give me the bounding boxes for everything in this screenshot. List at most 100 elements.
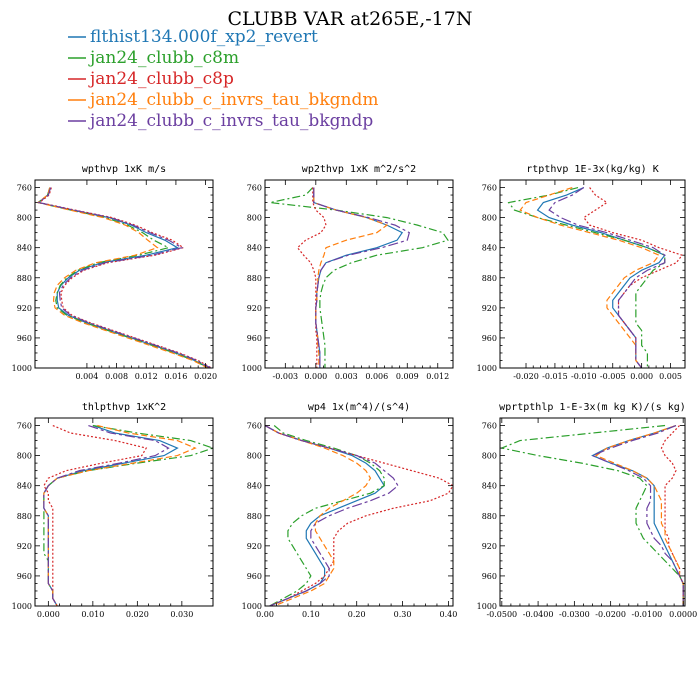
legend: flthist134.000f_xp2_revertjan24_clubb_c8… [68, 27, 378, 131]
plot-frame [264, 179, 454, 369]
y-tick-label: 760 [482, 184, 497, 193]
plot-frame [34, 417, 214, 607]
panel-title: wp2thvp 1xK m^2/s^2 [302, 164, 416, 175]
y-tick-label: 960 [482, 334, 497, 343]
series-group [269, 187, 449, 368]
x-tick-label: 0.004 [75, 372, 98, 381]
panel-title: wp4 1x(m^4)/(s^4) [308, 402, 410, 413]
series-line [265, 424, 372, 606]
legend-entry: jan24_clubb_c_invrs_tau_bkgndp [88, 111, 373, 131]
panel: wp2thvp 1xK m^2/s^2 760 800 840 880 920 960 100… [242, 164, 454, 381]
x-tick-label: -0.0300 [559, 610, 590, 619]
x-tick-label: 0.40 [440, 610, 458, 619]
x-tick-label: -0.020 [513, 372, 539, 381]
y-tick-label: 960 [247, 334, 262, 343]
series-group [265, 424, 453, 606]
y-tick-label: 760 [247, 184, 262, 193]
y-tick-label: 840 [247, 482, 262, 491]
series-line [590, 424, 684, 606]
series-line [37, 187, 212, 368]
y-tick-label: 920 [482, 304, 497, 313]
y-tick-label: 880 [247, 512, 262, 521]
y-tick-label: 920 [17, 542, 32, 551]
series-line [269, 187, 449, 368]
series-group [36, 187, 212, 368]
panel-title: rtpthvp 1E-3x(kg/kg) K [526, 164, 658, 175]
series-group [500, 424, 684, 606]
y-tick-label: 840 [482, 482, 497, 491]
x-tick-label: 0.00 [256, 610, 274, 619]
y-tick-label: 920 [482, 542, 497, 551]
y-tick-label: 760 [17, 184, 32, 193]
figure-title: CLUBB VAR at265E,-17N [228, 8, 473, 30]
y-tick-label: 800 [482, 214, 497, 223]
x-tick-label: -0.015 [542, 372, 568, 381]
y-tick-label: 800 [17, 214, 32, 223]
y-tick-label: 1000 [242, 602, 262, 611]
x-tick-label: 0.000 [304, 372, 327, 381]
y-tick-label: 760 [482, 422, 497, 431]
x-tick-label: -0.005 [600, 372, 626, 381]
legend-entry: jan24_clubb_c8m [88, 48, 239, 68]
series-group [43, 424, 213, 606]
y-tick-label: 880 [17, 274, 32, 283]
x-tick-label: 0.030 [170, 610, 193, 619]
y-tick-label: 880 [482, 512, 497, 521]
panel: rtpthvp 1E-3x(kg/kg) K 760 800 840 880 920 960… [477, 164, 686, 381]
y-tick-label: 960 [482, 572, 497, 581]
panel: wp4 1x(m^4)/(s^4)76080084088092096010000… [242, 402, 458, 619]
y-tick-label: 880 [482, 274, 497, 283]
y-tick-label: 1000 [477, 364, 497, 373]
panel-title: thlpthvp 1xK^2 [82, 402, 166, 413]
x-tick-label: 0.0000 [669, 610, 697, 619]
y-tick-label: 960 [17, 334, 32, 343]
x-tick-label: 0.010 [81, 610, 104, 619]
y-tick-label: 880 [17, 512, 32, 521]
plot-frame [499, 179, 686, 369]
x-tick-label: -0.0400 [523, 610, 554, 619]
y-tick-label: 800 [247, 452, 262, 461]
y-tick-label: 1000 [477, 602, 497, 611]
y-tick-label: 1000 [12, 602, 32, 611]
y-tick-label: 800 [247, 214, 262, 223]
x-tick-label: 0.006 [365, 372, 388, 381]
y-tick-label: 920 [247, 542, 262, 551]
y-tick-label: 840 [247, 244, 262, 253]
series-line [36, 187, 209, 368]
x-tick-label: 0.000 [37, 610, 60, 619]
panel-title: wpthvp 1xK m/s [82, 164, 166, 175]
series-group [507, 186, 684, 368]
x-tick-label: 0.30 [394, 610, 412, 619]
panels: wpthvp 1xK m/s76080084088092096010000.00… [12, 164, 698, 619]
y-tick-label: 840 [482, 244, 497, 253]
x-tick-label: -0.010 [571, 372, 597, 381]
x-tick-label: 0.012 [135, 372, 158, 381]
y-tick-label: 760 [247, 422, 262, 431]
x-tick-label: 0.003 [335, 372, 358, 381]
x-tick-label: -0.0100 [632, 610, 663, 619]
panel: wprtpthlp 1-E-3x(m kg K)/(s kg)760 800 840… [477, 402, 698, 619]
legend-entry: jan24_clubb_c8p [88, 69, 234, 89]
x-tick-label: 0.20 [348, 610, 366, 619]
x-tick-label: 0.016 [164, 372, 187, 381]
panel: wpthvp 1xK m/s 760 800 840 880 920 960 1000 0.00… [12, 164, 217, 381]
legend-entry: jan24_clubb_c_invrs_tau_bkgndm [88, 90, 378, 110]
x-tick-label: 0.009 [396, 372, 419, 381]
legend-entry: flthist134.000f_xp2_revert [90, 27, 318, 47]
x-tick-label: 0.000 [630, 372, 653, 381]
x-tick-label: 0.012 [426, 372, 449, 381]
y-tick-label: 1000 [12, 364, 32, 373]
y-tick-label: 960 [247, 572, 262, 581]
x-tick-label: 0.005 [659, 372, 682, 381]
y-tick-label: 800 [17, 452, 32, 461]
x-tick-label: -0.0500 [486, 610, 517, 619]
x-tick-label: 0.020 [126, 610, 149, 619]
plot-frame [264, 417, 454, 607]
y-tick-label: 920 [17, 304, 32, 313]
x-tick-label: -0.0200 [595, 610, 626, 619]
y-tick-label: 840 [17, 244, 32, 253]
y-tick-label: 840 [17, 482, 32, 491]
y-tick-label: 920 [247, 304, 262, 313]
